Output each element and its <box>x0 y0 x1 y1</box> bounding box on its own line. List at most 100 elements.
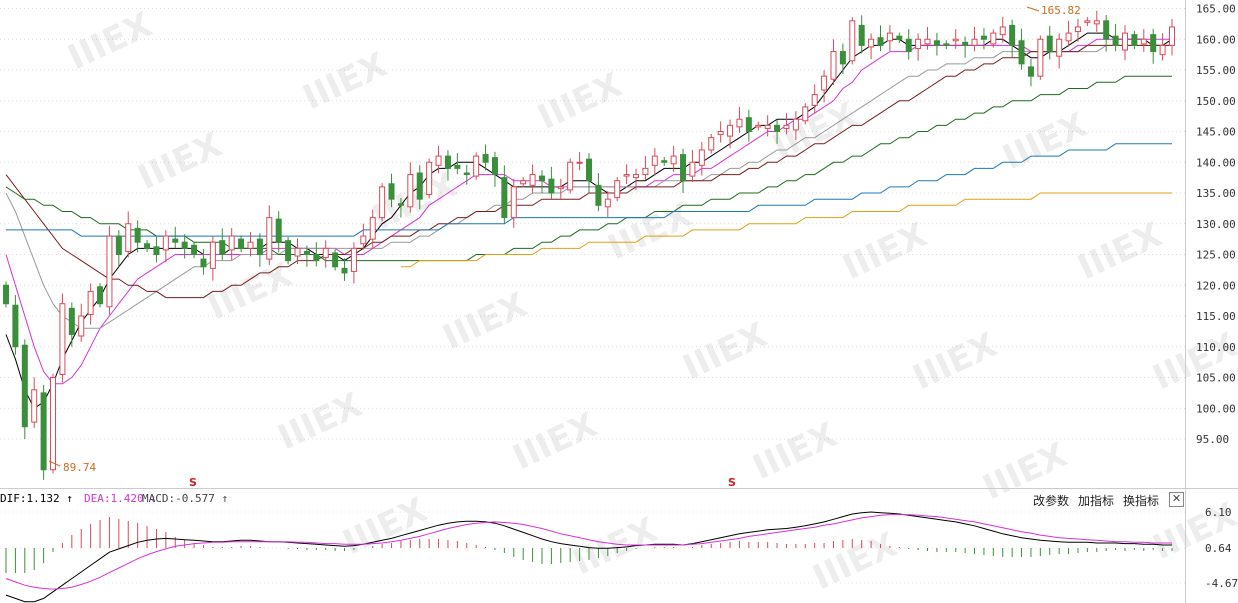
watermark-logo: IIIEX <box>907 325 1003 398</box>
candle <box>21 339 28 439</box>
candle-body <box>228 235 235 251</box>
candle <box>426 158 433 199</box>
watermark-logo: IIIEX <box>337 490 433 563</box>
watermark-text: IIIEX <box>1072 215 1168 288</box>
candle-body <box>416 172 423 200</box>
candle-body <box>454 164 461 169</box>
candle <box>774 119 781 144</box>
candle <box>548 166 555 199</box>
candle-body <box>999 26 1006 36</box>
price-tick-label: 165.00 <box>1196 3 1236 16</box>
candle-body <box>172 238 179 243</box>
watermark-text: IIIEX <box>62 5 158 78</box>
candle-body <box>755 124 762 128</box>
candle <box>971 26 978 52</box>
candle-body <box>1018 40 1025 65</box>
candle <box>915 33 922 61</box>
candle <box>520 177 527 188</box>
candle <box>905 29 912 60</box>
candle-body <box>435 155 442 166</box>
watermark-text: IIIEX <box>507 405 603 478</box>
candle <box>247 232 254 257</box>
add-indicator-button[interactable]: 加指标 <box>1078 494 1115 508</box>
price-tick-label: 135.00 <box>1196 187 1236 200</box>
candle-body <box>1009 24 1016 46</box>
candle-body <box>980 35 987 40</box>
candle-body <box>1112 35 1119 46</box>
candle-body <box>849 20 856 62</box>
candle-body <box>896 35 903 40</box>
candle <box>1065 20 1072 47</box>
candle-body <box>1121 32 1128 51</box>
candle <box>999 16 1006 43</box>
candle <box>369 209 376 250</box>
watermark-logo: IIIEX <box>272 385 368 458</box>
candle <box>144 240 151 253</box>
candle-body <box>181 241 188 249</box>
signal-marker-s: S <box>728 476 736 489</box>
price-tick-label: 160.00 <box>1196 33 1236 46</box>
candle-body <box>313 254 320 262</box>
candle <box>1140 29 1147 52</box>
close-icon[interactable]: ✕ <box>1169 492 1184 507</box>
macd-tick-label: 0.64 <box>1205 542 1232 555</box>
candle-body <box>322 247 329 259</box>
price-tick-label: 125.00 <box>1196 249 1236 262</box>
price-tick-label: 140.00 <box>1196 156 1236 169</box>
candle <box>1037 35 1044 80</box>
watermark-logo: IIIEX <box>532 65 628 138</box>
candle <box>586 153 592 193</box>
candle-body <box>209 241 216 269</box>
modify-params-button[interactable]: 改参数 <box>1033 494 1070 508</box>
macd-line-dea <box>5 514 1172 590</box>
candle-body <box>463 172 470 176</box>
candle <box>642 156 649 181</box>
candle-body <box>12 304 19 348</box>
switch-indicator-button[interactable]: 换指标 <box>1123 494 1160 508</box>
watermark-text: IIIEX <box>837 215 933 288</box>
max-price-arrow <box>1026 6 1040 12</box>
candle-body <box>595 184 602 206</box>
candle-body <box>341 267 348 274</box>
candle-body <box>407 174 414 208</box>
watermark-text: IIIEX <box>747 415 843 488</box>
candle <box>821 70 828 103</box>
candle-body <box>78 315 85 337</box>
watermark-text: IIIEX <box>907 325 1003 398</box>
candlestick-series <box>3 10 1175 480</box>
candle <box>651 148 658 176</box>
macd-axis: 6.10 0.64 -4.67 <box>1205 506 1238 590</box>
candle-body <box>642 167 649 176</box>
candle-body <box>31 389 38 423</box>
candle-body <box>1093 20 1100 25</box>
candle <box>78 303 85 342</box>
candle-body <box>144 243 151 249</box>
candle-body <box>708 137 715 151</box>
candle-body <box>529 174 536 186</box>
candle <box>510 178 517 228</box>
candle <box>275 211 282 253</box>
candle <box>557 178 564 199</box>
candle-body <box>482 154 489 163</box>
min-price-arrow <box>48 460 61 467</box>
macd-value-label: MACD:-0.577 ↑ <box>142 492 229 505</box>
candle-body <box>68 307 75 335</box>
candle <box>256 233 263 267</box>
candle <box>661 157 668 166</box>
candle <box>3 281 9 308</box>
watermark-text: IIIEX <box>807 525 903 598</box>
candle-body <box>1169 26 1175 46</box>
candle <box>604 191 611 217</box>
candle <box>491 151 498 187</box>
candle-body <box>50 377 57 471</box>
candle-body <box>576 161 583 164</box>
watermark-logo: IIIEX <box>807 525 903 598</box>
candle <box>990 29 997 48</box>
candle <box>313 242 320 267</box>
watermark-logo: IIIEX <box>1147 325 1238 398</box>
candle-body <box>1046 35 1053 53</box>
watermark-text: IIIEX <box>997 105 1093 178</box>
candle <box>858 15 865 54</box>
watermark-logo: IIIEX <box>62 5 158 78</box>
candle <box>162 230 169 263</box>
